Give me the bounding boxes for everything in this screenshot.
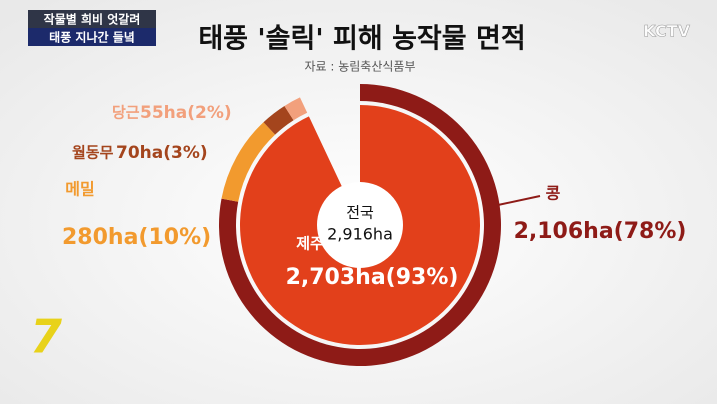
logo: KCTV [643,22,690,41]
center-hole [317,182,403,268]
center-value: 2,916ha [327,225,393,244]
ring-segment [263,105,294,135]
value-label: 55ha(2%) [140,103,232,123]
banner-line: 태풍 지나간 들녘 [49,30,135,45]
category-label: 당근 [112,104,140,122]
category-label: 메밀 [65,180,94,199]
value-label: 2,703ha(93%) [286,265,459,290]
channel-logo: 7 [30,310,62,364]
category-label: 콩 [546,184,561,203]
banner-box [28,28,156,46]
chart-subtitle: 자료 : 농림축산식품부 [304,60,415,74]
value-label: 2,106ha(78%) [514,219,687,244]
ring-segment [284,97,308,121]
value-label: 280ha(10%) [62,225,211,250]
leader-line [497,195,541,206]
center-label: 전국 [346,204,374,222]
category-label: 월동무 [72,144,114,162]
category-label: 제주 [296,235,324,253]
banner-box [28,10,156,28]
value-label: 70ha(3%) [116,143,208,163]
ring-segment [221,122,276,202]
chart-title: 태풍 '솔릭' 피해 농작물 면적 [198,24,525,55]
banner-line: 작물별 희비 엇갈려 [44,12,141,27]
